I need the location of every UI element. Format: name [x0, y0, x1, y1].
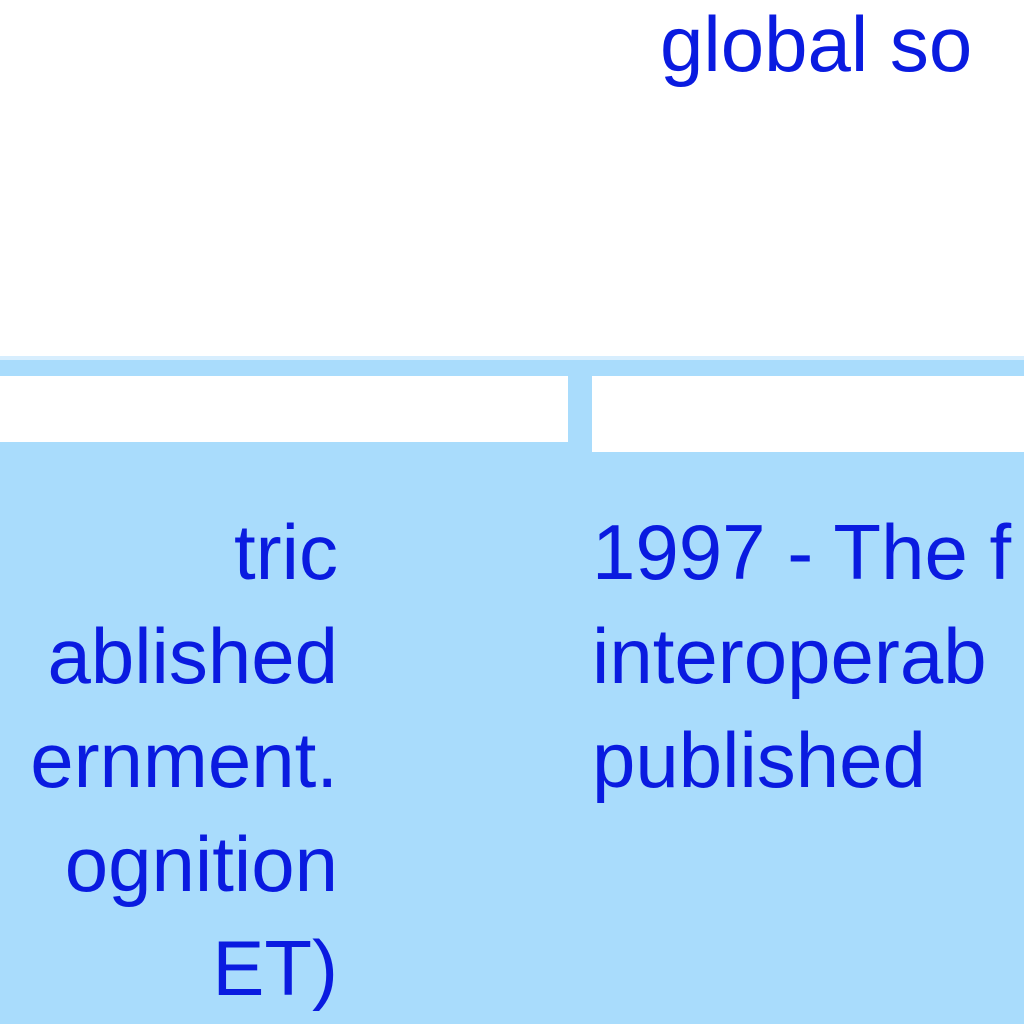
timeline-card-line: published	[592, 716, 926, 804]
timeline-card-line: ognition	[64, 820, 338, 908]
timeline-card-line: 1997 - The f	[592, 508, 1012, 596]
timeline-card-text: 1997 - The f interoperab published	[592, 500, 1011, 812]
timeline-card-line: tric	[234, 508, 338, 596]
timeline-card-text: tric ablished ernment. ognition ET)	[30, 500, 338, 1020]
timeline-card-header	[0, 376, 568, 442]
timeline-card-line: ernment.	[30, 716, 338, 804]
timeline-card-line: ET)	[212, 924, 338, 1012]
timeline-band	[0, 356, 1024, 1024]
timeline-card-line: ablished	[47, 612, 338, 700]
timeline-divider	[0, 356, 1024, 360]
timeline-card-header	[592, 376, 1024, 452]
section-heading: global so	[660, 0, 973, 88]
timeline-card-line: interoperab	[592, 612, 987, 700]
